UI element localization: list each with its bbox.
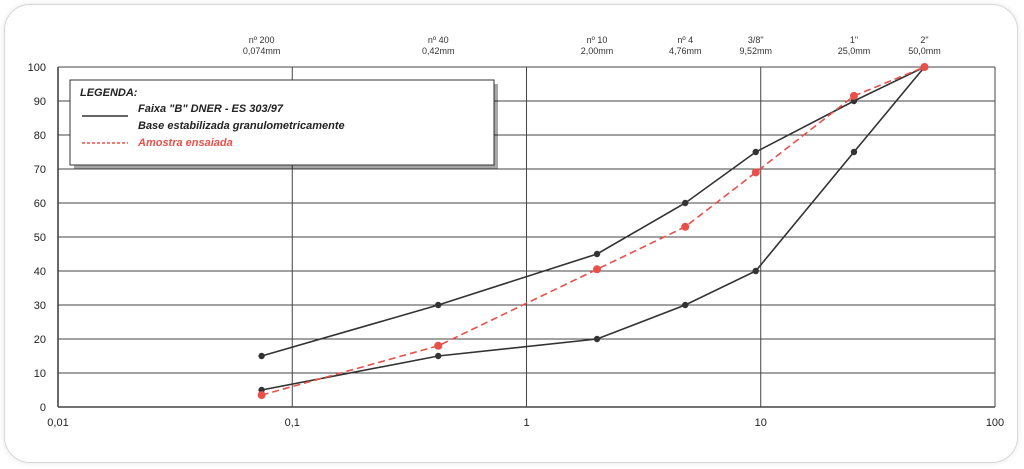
y-tick-label: 90 — [34, 96, 46, 108]
y-tick-label: 70 — [34, 164, 46, 176]
sieve-label-size: 0,074mm — [243, 46, 281, 56]
y-tick-label: 60 — [34, 198, 46, 210]
axes-layer: 0 10 20 30 40 50 60 70 80 90 100 0,01 0,1 1 10 100 — [28, 62, 1005, 429]
data-point-amostra — [593, 265, 602, 274]
y-tick-label: 30 — [34, 300, 46, 312]
x-tick-label: 100 — [986, 417, 1004, 429]
sieve-label-name: nº 4 — [677, 35, 693, 45]
y-tick-label: 100 — [28, 62, 46, 74]
data-point-amostra — [751, 168, 760, 177]
legend-label-amostra: Amostra ensaiada — [137, 137, 233, 149]
data-point-amostra — [257, 391, 266, 400]
y-tick-label: 80 — [34, 130, 46, 142]
data-point-faixa-upper — [752, 148, 759, 156]
data-point-faixa-lower — [593, 335, 601, 343]
sieve-label-name: nº 200 — [249, 35, 275, 45]
data-point-amostra — [920, 63, 929, 71]
data-point-faixa-upper — [682, 199, 689, 207]
sieve-label-name: nº 10 — [587, 35, 608, 45]
data-point-amostra — [849, 91, 858, 100]
legend-label-faixa: Faixa "B" DNER - ES 303/97 — [138, 103, 284, 115]
sieve-label-name: 2" — [920, 35, 928, 45]
x-tick-label: 10 — [755, 417, 767, 429]
y-tick-label: 50 — [34, 232, 46, 244]
sieve-label-size: 50,0mm — [908, 46, 941, 56]
data-point-faixa-upper — [435, 301, 442, 309]
sieve-label-size: 2,00mm — [581, 46, 614, 56]
data-point-amostra — [681, 222, 690, 231]
legend-box: LEGENDA: Faixa "B" DNER - ES 303/97 Base… — [69, 79, 498, 169]
data-point-faixa-upper — [593, 250, 601, 258]
sieve-label-size: 9,52mm — [739, 46, 772, 56]
sieve-label-size: 25,0mm — [838, 46, 871, 56]
legend-label-base: Base estabilizada granulometricamente — [138, 120, 345, 132]
y-tick-label: 40 — [34, 266, 46, 278]
sieve-label-name: 3/8" — [748, 35, 764, 45]
series-layer — [257, 63, 929, 400]
data-point-faixa-upper — [258, 352, 265, 360]
data-point-faixa-lower — [682, 301, 689, 309]
legend-title: LEGENDA: — [80, 87, 138, 99]
data-point-faixa-lower — [752, 267, 759, 275]
y-tick-label: 0 — [40, 402, 46, 414]
data-point-amostra — [434, 341, 443, 350]
sieve-label-size: 0,42mm — [422, 46, 455, 56]
sieve-label-size: 4,76mm — [669, 46, 702, 56]
data-point-faixa-lower — [850, 148, 858, 156]
data-point-faixa-lower — [435, 352, 442, 360]
x-tick-label: 0,01 — [47, 417, 68, 429]
y-tick-label: 20 — [34, 334, 46, 346]
x-tick-label: 0,1 — [285, 417, 300, 429]
x-tick-label: 1 — [523, 417, 529, 429]
sieve-label-name: nº 40 — [428, 35, 449, 45]
sieve-label-name: 1" — [850, 35, 858, 45]
y-tick-label: 10 — [34, 368, 46, 380]
